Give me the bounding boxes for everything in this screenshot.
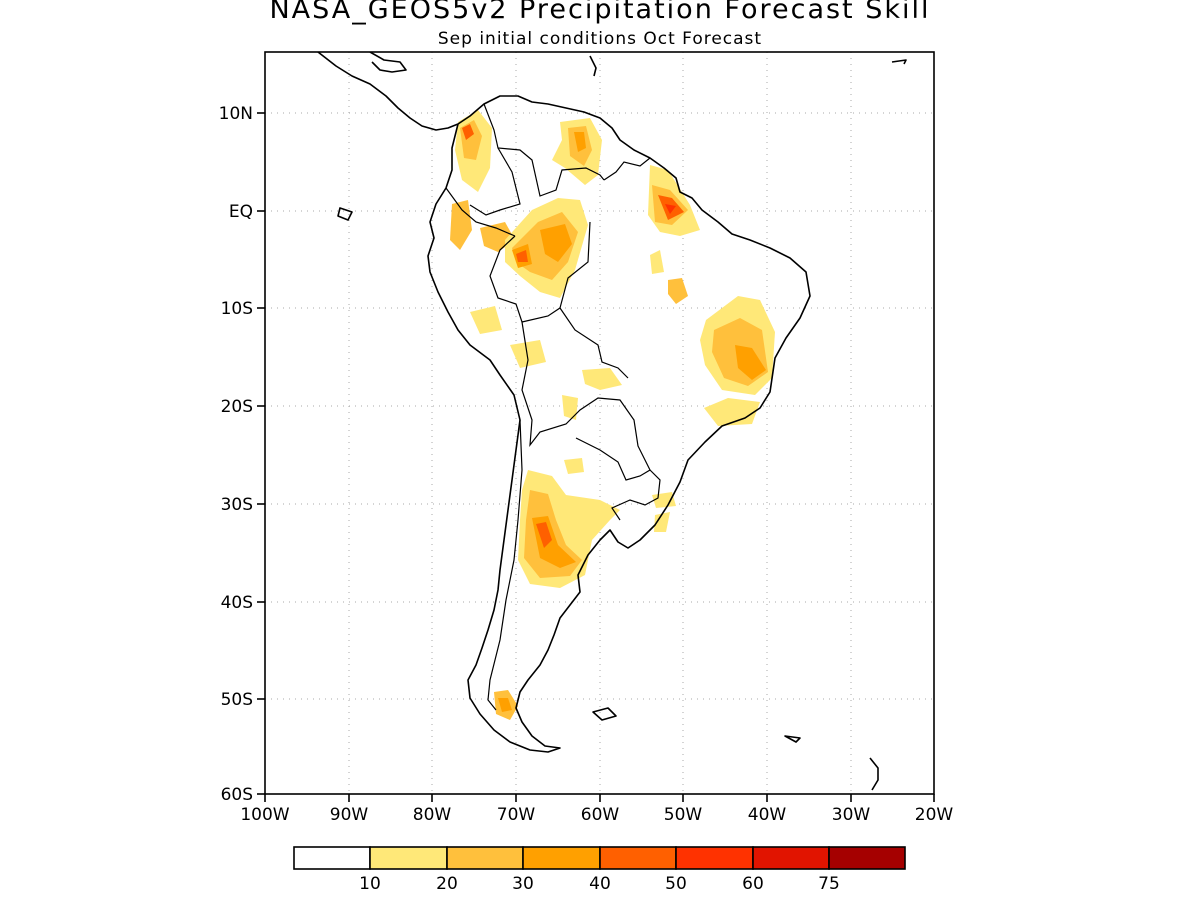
- colorbar-label: 60: [742, 874, 764, 894]
- lat-label: 40S: [221, 593, 253, 613]
- lat-ticks: [257, 112, 265, 795]
- colorbar-label: 40: [589, 874, 611, 894]
- lat-label: EQ: [229, 202, 253, 222]
- lon-label: 40W: [748, 805, 787, 825]
- lat-label: 10N: [219, 104, 253, 124]
- colorbar-box: [828, 846, 906, 870]
- lat-label: 20S: [221, 397, 253, 417]
- lat-labels: 10N EQ 10S 20S 30S 40S 50S 60S: [219, 104, 253, 805]
- colorbar-box: [675, 846, 754, 870]
- lon-label: 100W: [240, 805, 289, 825]
- colorbar-label: 20: [436, 874, 458, 894]
- colorbar-box: [752, 846, 830, 870]
- lat-label: 50S: [221, 690, 253, 710]
- coastline: [317, 52, 907, 791]
- lon-ticks: [264, 794, 935, 802]
- colorbar-box: [599, 846, 677, 870]
- colorbar-label: 75: [818, 874, 840, 894]
- colorbar-box: [293, 846, 371, 870]
- colorbar-box: [369, 846, 448, 870]
- lon-label: 20W: [915, 805, 954, 825]
- colorbar-label: 10: [359, 874, 381, 894]
- colorbar-box: [446, 846, 524, 870]
- lon-label: 90W: [330, 805, 369, 825]
- lat-label: 60S: [221, 785, 253, 805]
- skill-shading: [450, 110, 775, 720]
- lon-labels: 100W 90W 80W 70W 60W 50W 40W 30W 20W: [240, 805, 953, 825]
- lon-label: 80W: [413, 805, 452, 825]
- lon-label: 60W: [581, 805, 620, 825]
- colorbar-box: [522, 846, 601, 870]
- lon-label: 50W: [664, 805, 703, 825]
- colorbar: 10 20 30 40 50 60 75: [293, 846, 906, 894]
- lat-label: 10S: [221, 299, 253, 319]
- lat-label: 30S: [221, 495, 253, 515]
- country-borders: [445, 103, 661, 711]
- colorbar-label: 30: [512, 874, 534, 894]
- map-subtitle: Sep initial conditions Oct Forecast: [437, 29, 763, 49]
- grid-lines: [265, 52, 934, 794]
- lon-label: 70W: [497, 805, 536, 825]
- map-title: NASA_GEOS5v2 Precipitation Forecast Skil…: [269, 0, 931, 25]
- lon-label: 30W: [832, 805, 871, 825]
- colorbar-label: 50: [665, 874, 687, 894]
